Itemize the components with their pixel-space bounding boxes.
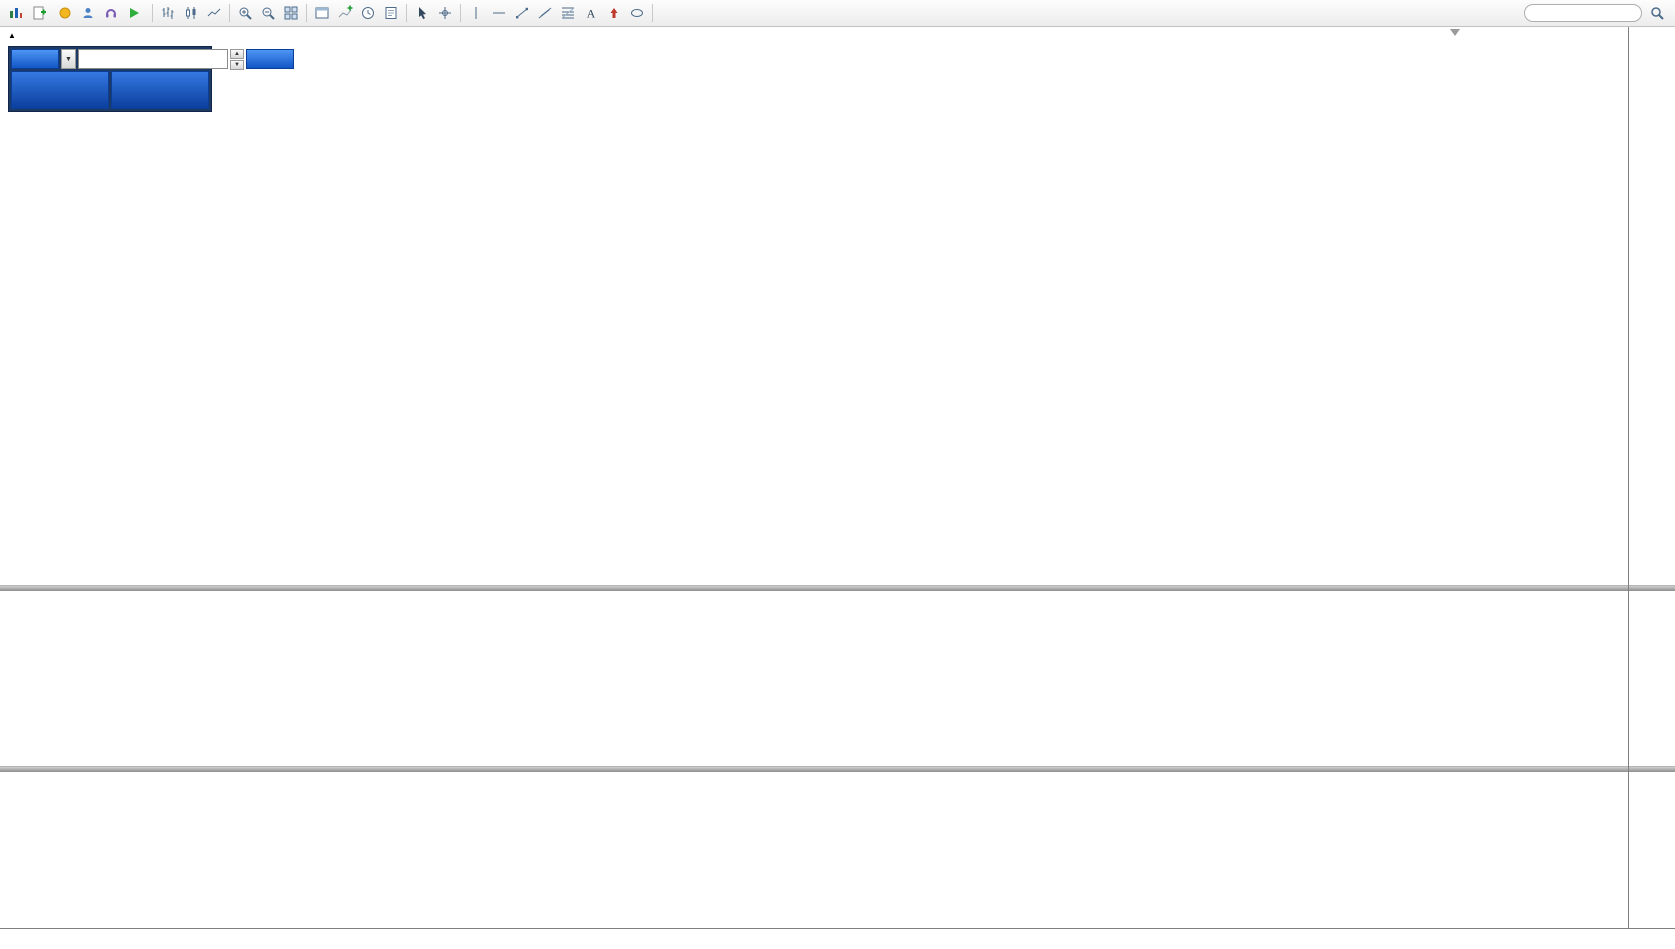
cursor-button[interactable] — [411, 2, 433, 24]
profile-icon — [83, 8, 93, 18]
search-input[interactable] — [1524, 4, 1642, 22]
arrow-marker-icon — [610, 8, 618, 18]
new-order-button[interactable] — [28, 2, 53, 24]
volume-spinner: ▲ ▼ — [230, 49, 244, 70]
volume-up-button[interactable]: ▲ — [230, 49, 244, 59]
bar-chart-button[interactable] — [157, 2, 179, 24]
macd-panel-divider[interactable] — [0, 585, 1675, 591]
symbol-ohlc-bar: ▲ — [8, 31, 56, 40]
app-button[interactable] — [5, 2, 27, 24]
crosshair-button[interactable] — [434, 2, 456, 24]
horizontal-line-icon — [493, 12, 505, 14]
toolbar-separator — [306, 4, 307, 22]
horizontal-line-button[interactable] — [488, 2, 510, 24]
price-axis-divider — [1628, 27, 1629, 928]
volume-input[interactable] — [78, 49, 228, 69]
profile-button[interactable] — [77, 2, 99, 24]
zoom-in-button[interactable] — [234, 2, 256, 24]
zoom-out-icon — [262, 7, 275, 20]
market-icon — [59, 7, 71, 19]
indicators-button[interactable] — [334, 2, 356, 24]
search-button[interactable] — [1646, 2, 1668, 24]
svg-text:A: A — [587, 7, 596, 21]
vertical-line-button[interactable] — [465, 2, 487, 24]
toolbar-separator — [460, 4, 461, 22]
toolbar-separator — [229, 4, 230, 22]
trendline-button[interactable] — [511, 2, 533, 24]
app-icon — [10, 8, 22, 18]
play-icon — [130, 8, 139, 18]
tile-windows-button[interactable] — [280, 2, 302, 24]
zoom-in-icon — [239, 7, 252, 20]
tile-windows-icon — [284, 6, 298, 20]
fibonacci-icon — [561, 7, 575, 19]
time-axis[interactable] — [0, 928, 1675, 949]
toolbar-separator — [152, 4, 153, 22]
collapse-triangle-icon[interactable]: ▲ — [8, 31, 16, 40]
channel-button[interactable] — [534, 2, 556, 24]
ellipse-icon — [631, 9, 643, 17]
new-chart-button[interactable] — [311, 2, 333, 24]
templates-icon — [385, 7, 397, 19]
line-chart-icon — [207, 8, 221, 17]
cursor-icon — [419, 7, 426, 20]
crosshair-icon — [439, 7, 451, 19]
rsi-panel-divider[interactable] — [0, 766, 1675, 772]
templates-button[interactable] — [380, 2, 402, 24]
community-button[interactable] — [100, 2, 122, 24]
fibonacci-button[interactable] — [557, 2, 579, 24]
market-button[interactable] — [54, 2, 76, 24]
macd-plot[interactable] — [0, 591, 1628, 766]
zoom-out-button[interactable] — [257, 2, 279, 24]
clock-icon — [362, 7, 374, 19]
chart-shift-marker[interactable] — [1450, 29, 1460, 36]
sell-button[interactable] — [11, 49, 59, 69]
search-area — [1524, 2, 1670, 24]
periods-button[interactable] — [357, 2, 379, 24]
new-order-icon — [33, 6, 46, 20]
toolbar-separator — [652, 4, 653, 22]
one-click-trading-panel: ▼ ▲ ▼ — [8, 46, 294, 112]
channel-icon — [538, 7, 552, 19]
headset-icon — [106, 9, 116, 18]
toolbar-separator — [406, 4, 407, 22]
buy-button[interactable] — [246, 49, 294, 69]
line-chart-button[interactable] — [203, 2, 225, 24]
main-toolbar: A — [0, 0, 1675, 27]
volume-down-button[interactable]: ▼ — [230, 60, 244, 70]
bar-chart-icon — [162, 7, 174, 19]
buy-price-button[interactable] — [111, 71, 209, 109]
vertical-line-icon — [475, 7, 477, 19]
indicators-icon — [338, 5, 353, 18]
auto-trading-button[interactable] — [123, 2, 148, 24]
sell-price-button[interactable] — [11, 71, 109, 109]
search-icon — [1651, 7, 1664, 20]
arrows-tool-button[interactable] — [603, 2, 625, 24]
candlestick-chart[interactable] — [0, 27, 1628, 585]
trendline-icon — [516, 7, 528, 19]
text-tool-button[interactable]: A — [580, 2, 602, 24]
new-chart-icon — [315, 7, 329, 19]
shapes-tool-button[interactable] — [626, 2, 648, 24]
candlestick-chart-button[interactable] — [180, 2, 202, 24]
candlestick-icon — [186, 7, 196, 19]
text-icon: A — [587, 7, 596, 21]
volume-dropdown-button[interactable]: ▼ — [61, 49, 76, 69]
rsi-plot[interactable] — [0, 772, 1628, 928]
